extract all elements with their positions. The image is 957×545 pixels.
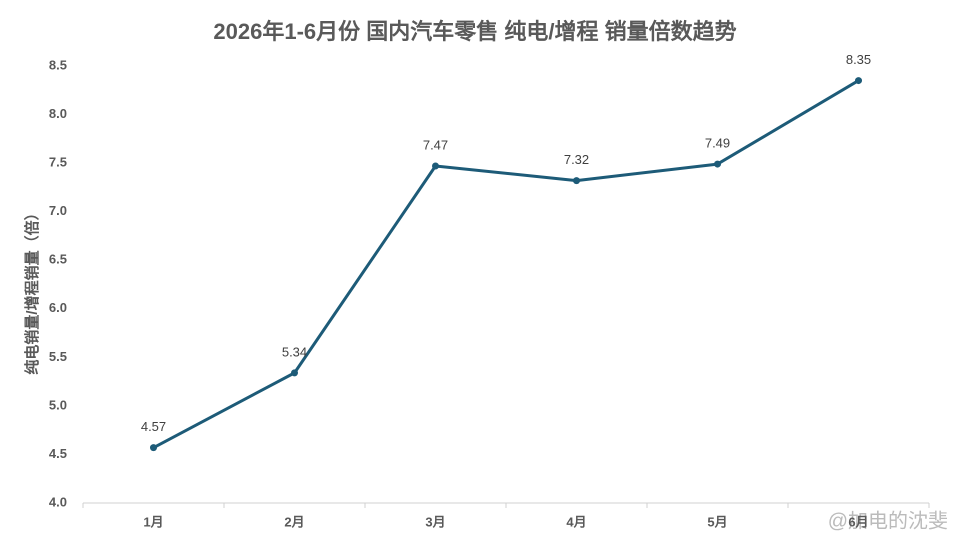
series-line	[152, 79, 860, 449]
data-label: 7.47	[423, 137, 448, 152]
y-tick-label: 6.5	[49, 252, 67, 267]
y-tick-label: 5.5	[49, 349, 67, 364]
data-point	[432, 162, 439, 170]
data-label: 7.32	[564, 152, 589, 167]
data-point	[573, 177, 580, 185]
x-tick-label: 3月	[425, 514, 445, 529]
data-label: 8.35	[846, 52, 871, 67]
data-label: 5.34	[282, 344, 307, 359]
x-tick-label: 2月	[284, 514, 304, 529]
y-axis-label: 纯电销量/增程销量（倍）	[23, 205, 41, 374]
data-point	[150, 444, 157, 452]
y-tick-label: 5.0	[49, 397, 67, 412]
y-tick-label: 8.0	[49, 106, 67, 121]
y-tick-label: 8.5	[49, 57, 67, 72]
x-tick-label: 1月	[143, 514, 163, 529]
x-tick-label: 5月	[707, 514, 727, 529]
data-point	[714, 160, 721, 168]
data-label: 4.57	[141, 419, 166, 434]
y-tick-label: 7.0	[49, 203, 67, 218]
data-point	[855, 77, 862, 85]
watermark: @加电的沈斐	[828, 509, 948, 532]
chart-title: 2026年1-6月份 国内汽车零售 纯电/增程 销量倍数趋势	[213, 19, 736, 44]
y-tick-label: 4.0	[49, 494, 67, 509]
x-tick-label: 4月	[566, 514, 586, 529]
y-tick-label: 7.5	[49, 155, 67, 170]
y-tick-label: 6.0	[49, 300, 67, 315]
data-label: 7.49	[705, 136, 730, 151]
x-tick-label: 6月	[848, 514, 868, 529]
y-tick-label: 4.5	[49, 446, 67, 461]
data-point	[291, 369, 298, 377]
